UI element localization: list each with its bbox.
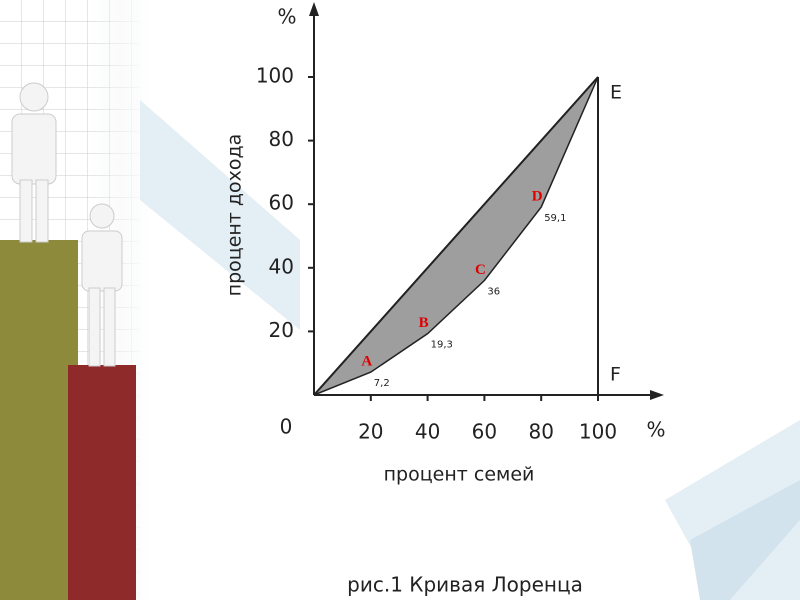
annotation: E	[610, 82, 622, 104]
y-tick-label: 100	[256, 64, 294, 88]
bar-shape	[68, 365, 136, 600]
x-axis-arrow	[650, 390, 664, 400]
annotation: F	[610, 364, 621, 386]
x-unit: %	[646, 418, 665, 442]
x-tick-label: 100	[579, 420, 617, 444]
point-label: A	[361, 354, 372, 370]
y-tick-label: 20	[269, 318, 294, 342]
x-tick-label: 60	[472, 420, 497, 444]
chart: 20 40 60 80 100 20 40 60 80 100 A7,2 B19,3 C36 D59,1 E…	[256, 2, 664, 444]
y-tick-label: 60	[269, 191, 294, 215]
y-axis-label: процент дохода	[224, 134, 246, 297]
equality-line	[313, 76, 599, 396]
value-label: 59,1	[544, 213, 566, 224]
x-tick-label: 40	[415, 420, 440, 444]
x-axis-label: процент семей	[384, 464, 535, 486]
y-unit: %	[277, 5, 296, 29]
ribbon	[140, 100, 300, 330]
figure-icon	[11, 82, 57, 243]
figure-icon	[81, 203, 123, 367]
caption: рис.1 Кривая Лоренца	[347, 573, 583, 597]
bar-shape	[0, 240, 78, 600]
point-label: C	[475, 262, 486, 278]
y-tick-label: 40	[269, 254, 294, 278]
x-tick-label: 80	[528, 420, 553, 444]
point-label: D	[532, 188, 543, 204]
origin-label: 0	[280, 415, 293, 439]
y-tick-label: 80	[269, 127, 294, 151]
point-label: B	[419, 315, 429, 331]
value-label: 19,3	[431, 340, 453, 351]
ribbon	[690, 480, 800, 600]
value-label: 7,2	[374, 378, 390, 389]
x-tick-label: 20	[358, 420, 383, 444]
value-label: 36	[487, 287, 500, 298]
y-axis-arrow	[309, 2, 319, 16]
